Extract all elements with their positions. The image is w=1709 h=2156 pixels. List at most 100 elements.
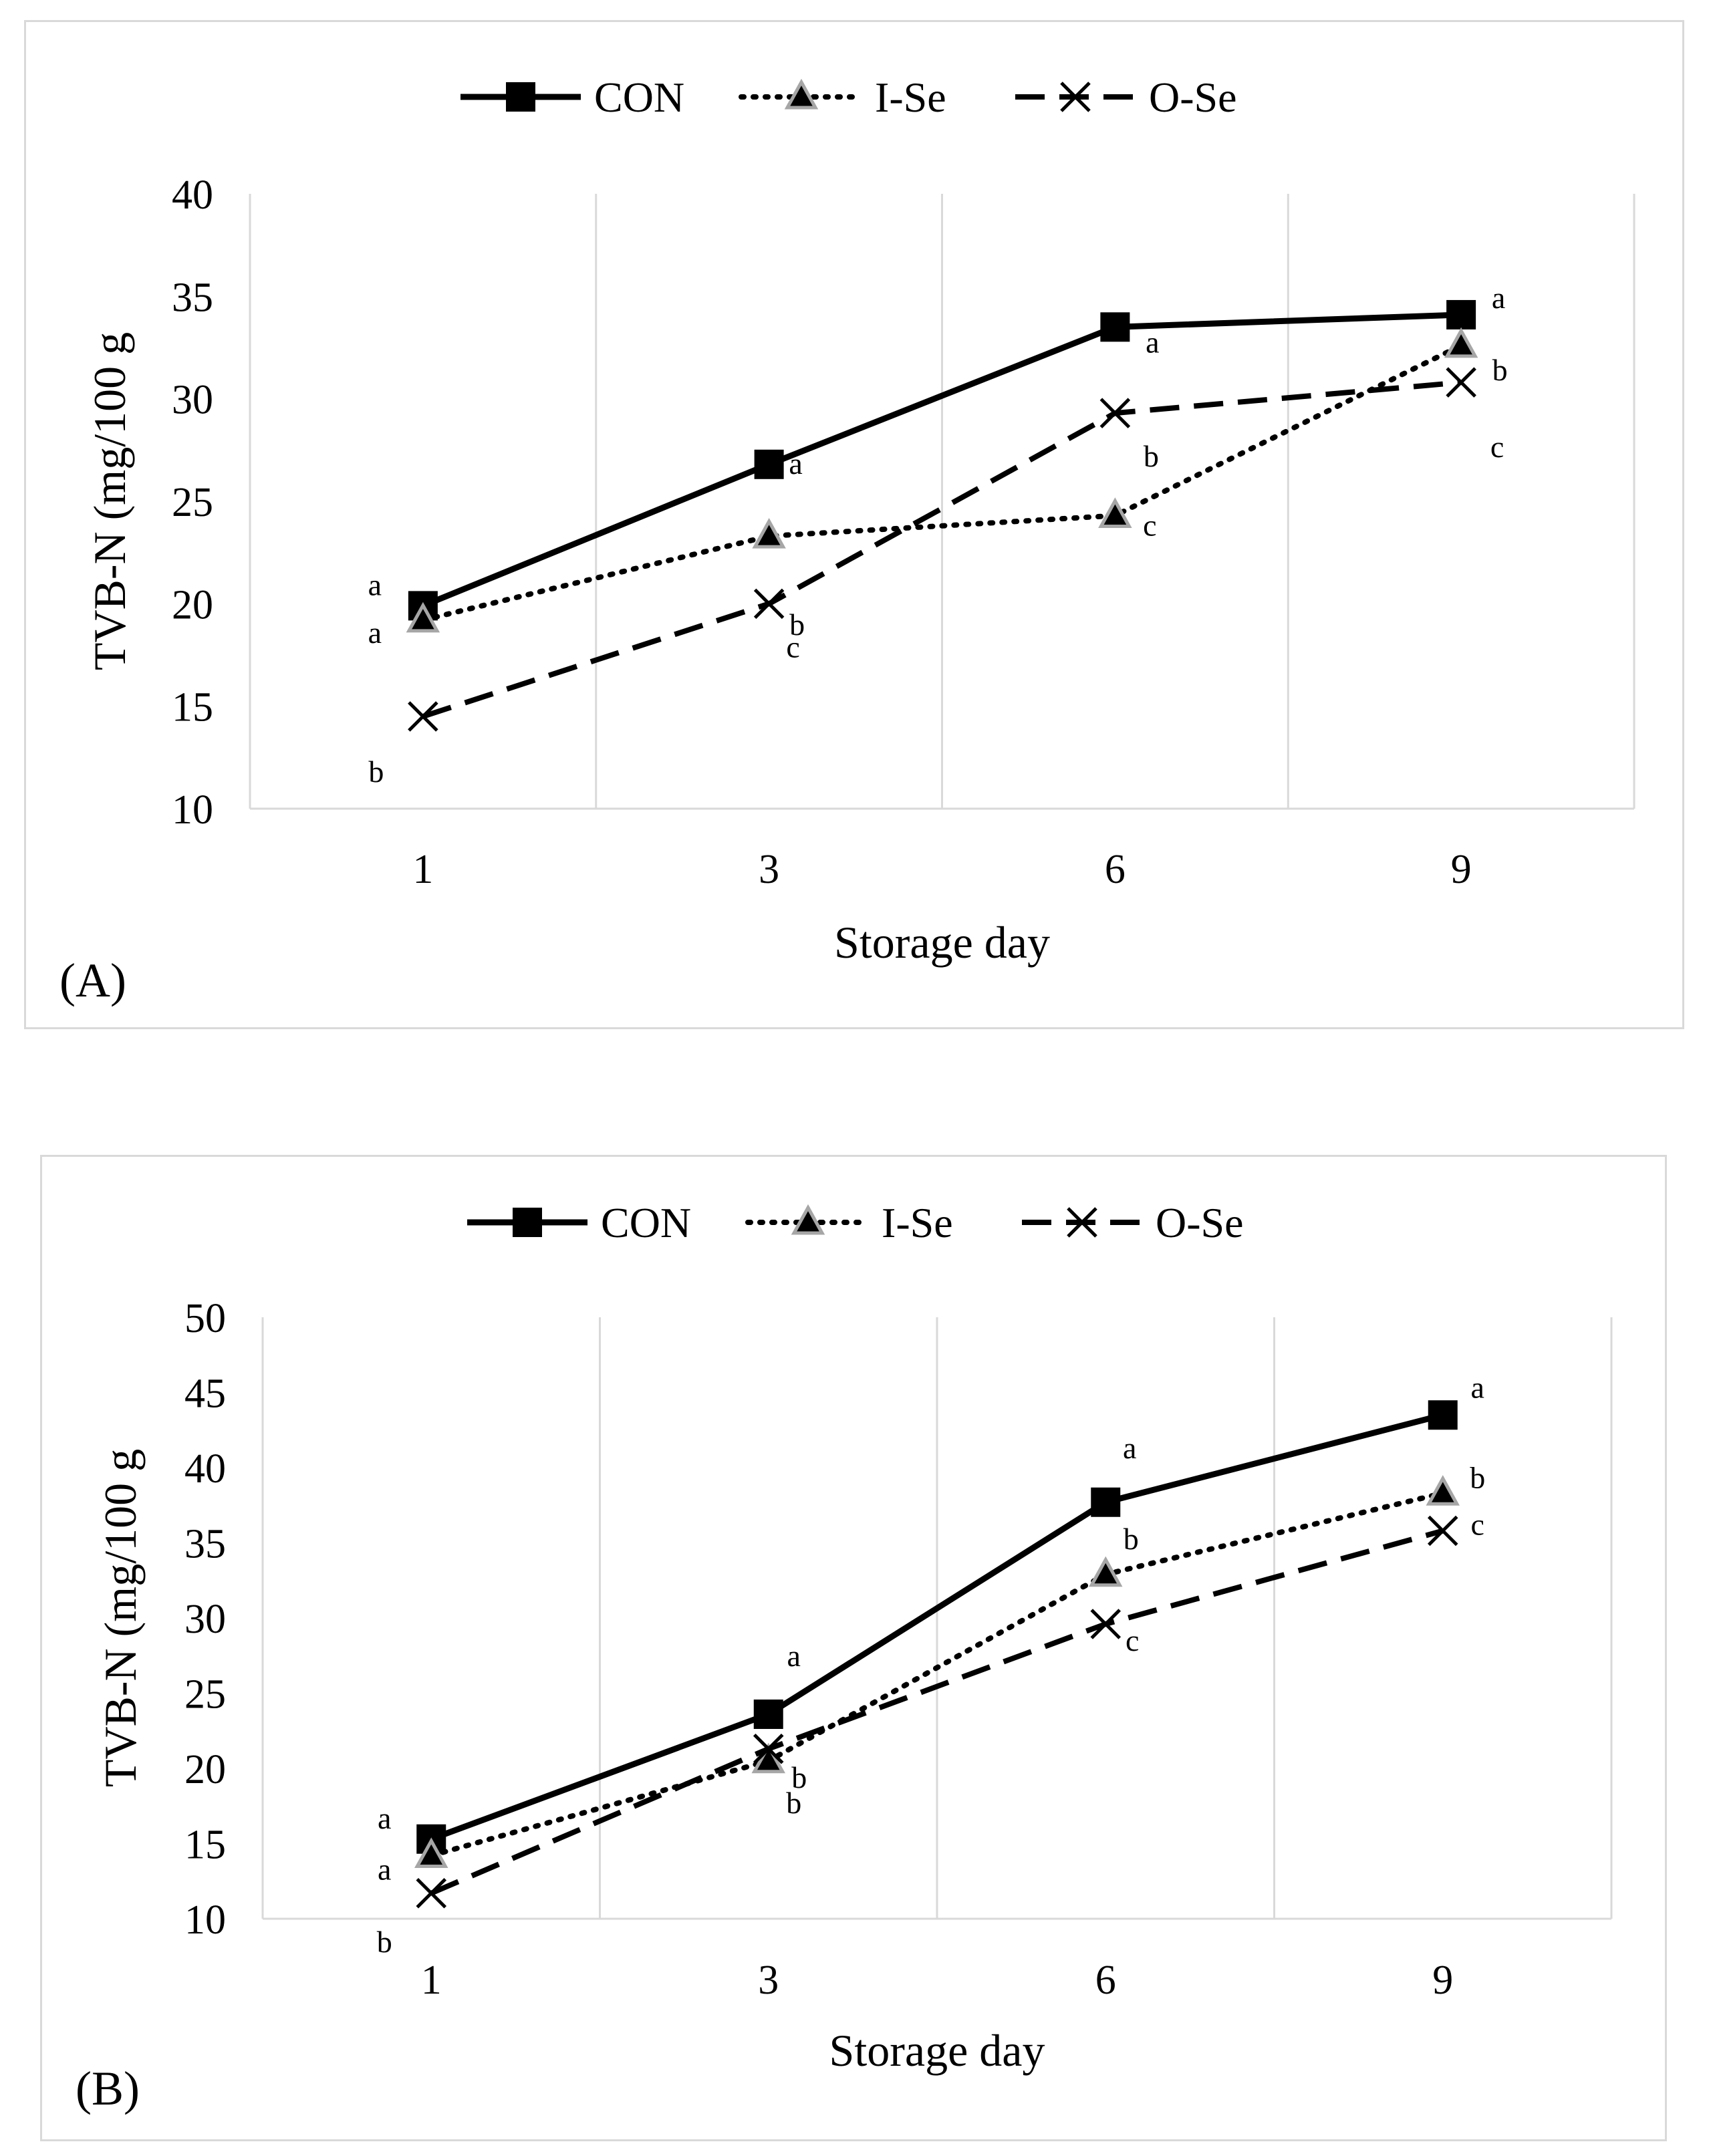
significance-letter: b bbox=[1124, 1522, 1139, 1556]
data-point-i-se bbox=[1098, 497, 1132, 528]
x-tick-label: 3 bbox=[758, 1958, 779, 2003]
y-tick-label: 10 bbox=[184, 1897, 226, 1943]
x-tick-label: 9 bbox=[1432, 1958, 1453, 2003]
significance-letter: c bbox=[1471, 1508, 1484, 1542]
data-point-i-se bbox=[751, 1742, 785, 1774]
significance-letter: c bbox=[1143, 508, 1156, 542]
significance-letter: b bbox=[1144, 439, 1159, 473]
y-axis-label: TVB-N (mg/100 g bbox=[84, 332, 135, 670]
x-tick-label: 9 bbox=[1451, 847, 1472, 892]
data-point-con bbox=[1100, 312, 1130, 342]
significance-letter: a bbox=[789, 446, 802, 481]
legend-label: O-Se bbox=[1149, 74, 1237, 121]
significance-letter: a bbox=[1123, 1431, 1136, 1465]
y-tick-label: 25 bbox=[184, 1672, 226, 1718]
significance-letter: b bbox=[1470, 1460, 1485, 1494]
data-point-i-se bbox=[1089, 1556, 1123, 1587]
data-point-o-se bbox=[1446, 367, 1476, 398]
legend-swatch-marker bbox=[1060, 82, 1091, 112]
data-point-con bbox=[754, 449, 784, 479]
chart-panel-a: 10 15 20 25 30 35 40 1 3 6 9 Storage day TVB-N (mg/1… bbox=[24, 20, 1684, 1029]
significance-letter: c bbox=[1490, 430, 1504, 464]
series-line-con bbox=[422, 311, 1462, 609]
significance-letter: a bbox=[1471, 1370, 1484, 1404]
legend-item-o-se: O-Se bbox=[1015, 74, 1237, 121]
significance-letter: a bbox=[368, 567, 382, 601]
data-point-o-se bbox=[753, 588, 785, 620]
line-chart: 10 15 20 25 30 35 40 1 3 6 9 Storage day TVB-N (mg/1… bbox=[59, 74, 1635, 1007]
legend-item-i-se: I-Se bbox=[745, 1199, 953, 1246]
legend: CON I-Se O-Se bbox=[467, 1199, 1244, 1246]
x-tick-label: 6 bbox=[1095, 1958, 1116, 2003]
data-point-o-se bbox=[1427, 1515, 1458, 1546]
significance-letter: a bbox=[1146, 325, 1159, 359]
data-point-con bbox=[1428, 1400, 1458, 1430]
y-axis-label: TVB-N (mg/100 g bbox=[95, 1449, 146, 1787]
series-con: a a a a bbox=[378, 1370, 1484, 1854]
legend-item-con: CON bbox=[461, 74, 684, 121]
panel-label: (A) bbox=[59, 954, 126, 1007]
legend-item-con: CON bbox=[467, 1199, 691, 1246]
x-tick-label: 3 bbox=[759, 847, 779, 892]
legend-label: I-Se bbox=[875, 74, 946, 121]
legend-swatch-marker bbox=[1067, 1207, 1097, 1238]
significance-letter: c bbox=[1126, 1623, 1139, 1657]
chart-panel-b: 10 15 20 25 30 35 40 45 50 1 3 6 9 Storage day TVB-N (… bbox=[40, 1155, 1667, 2141]
significance-letter: b bbox=[791, 1760, 807, 1794]
significance-letter: a bbox=[1492, 281, 1505, 315]
data-point-i-se bbox=[414, 1837, 448, 1868]
y-tick-label: 40 bbox=[172, 172, 213, 218]
y-tick-label: 35 bbox=[184, 1522, 226, 1567]
series-line-i-se bbox=[420, 342, 1464, 623]
y-tick-label: 50 bbox=[184, 1296, 226, 1341]
y-tick-label: 45 bbox=[184, 1371, 226, 1417]
data-point-con bbox=[1091, 1487, 1121, 1517]
y-tick-label: 25 bbox=[172, 480, 213, 525]
legend-swatch-marker bbox=[513, 1208, 542, 1237]
series-line-con bbox=[430, 1411, 1444, 1842]
y-tick-label: 15 bbox=[172, 685, 213, 730]
line-chart: 10 15 20 25 30 35 40 45 50 1 3 6 9 Storage day TVB-N (… bbox=[76, 1199, 1613, 2115]
significance-letter: b bbox=[786, 1786, 801, 1820]
legend-swatch-marker bbox=[506, 82, 535, 112]
series-con: a a a a bbox=[368, 281, 1505, 621]
data-point-o-se bbox=[416, 1877, 447, 1909]
data-point-con bbox=[1446, 299, 1476, 329]
significance-letter: b bbox=[377, 1925, 392, 1959]
series-o-se: bcb c bbox=[368, 367, 1504, 789]
data-point-o-se bbox=[1099, 398, 1131, 428]
series-line-o-se bbox=[422, 380, 1462, 719]
y-tick-label: 20 bbox=[184, 1747, 226, 1792]
data-point-i-se bbox=[752, 517, 786, 549]
significance-letter: a bbox=[368, 616, 382, 650]
series-line-i-se bbox=[428, 1490, 1446, 1859]
data-point-o-se bbox=[753, 1733, 784, 1764]
x-tick-label: 1 bbox=[421, 1958, 442, 2003]
data-point-i-se bbox=[1426, 1475, 1460, 1506]
significance-letter: c bbox=[786, 630, 799, 664]
data-point-o-se bbox=[408, 701, 438, 732]
legend-label: I-Se bbox=[882, 1199, 953, 1246]
y-tick-label: 40 bbox=[184, 1446, 226, 1492]
y-tick-label: 20 bbox=[172, 582, 213, 628]
y-tick-label: 35 bbox=[172, 275, 213, 320]
data-point-o-se bbox=[1090, 1609, 1122, 1639]
legend-item-i-se: I-Se bbox=[739, 74, 946, 121]
x-tick-label: 6 bbox=[1105, 847, 1126, 892]
legend: CON I-Se O-Se bbox=[461, 74, 1237, 121]
legend-swatch-marker bbox=[784, 78, 819, 110]
significance-letter: b bbox=[368, 755, 384, 789]
y-tick-label: 15 bbox=[184, 1823, 226, 1868]
y-tick-label: 10 bbox=[172, 787, 213, 833]
legend-label: CON bbox=[594, 74, 684, 121]
legend-label: CON bbox=[601, 1199, 691, 1246]
x-axis-label: Storage day bbox=[834, 917, 1050, 968]
data-point-i-se bbox=[406, 601, 440, 633]
legend-swatch-marker bbox=[791, 1204, 825, 1235]
significance-letter: b bbox=[789, 608, 805, 642]
data-point-con bbox=[753, 1700, 783, 1729]
y-tick-label: 30 bbox=[172, 378, 213, 423]
legend-item-o-se: O-Se bbox=[1022, 1199, 1244, 1246]
